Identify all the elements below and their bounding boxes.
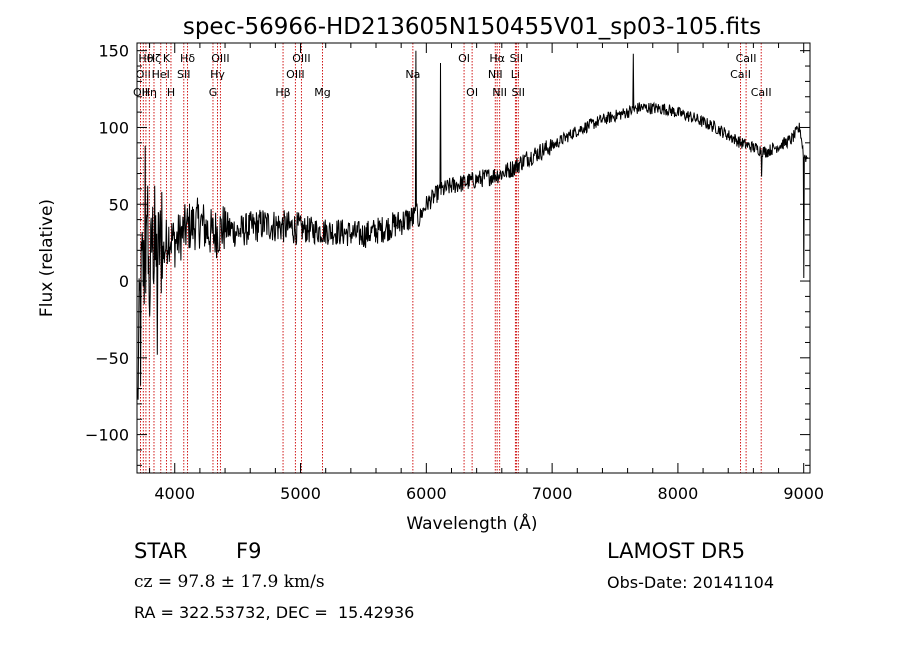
y-tick-label: 0 [119,272,129,291]
redshift-value: cz = 97.8 ± 17.9 km/s [134,572,325,592]
marker-label: G [209,86,218,99]
marker-label: Hα [489,52,505,65]
marker-label: Hγ [210,68,225,81]
marker-label: SII [512,86,525,99]
y-tick-label: 50 [109,195,129,214]
y-axis-label: Flux (relative) [37,199,57,317]
observation-date: Obs-Date: 20141104 [607,573,775,592]
y-tick-label: 100 [98,118,129,137]
marker-label: Hβ [275,86,290,99]
plot-frame [136,42,811,474]
x-tick-label: 7000 [532,484,573,503]
marker-label: OI [458,52,470,65]
survey-name: LAMOST DR5 [607,539,746,563]
marker-label: H [167,86,175,99]
line-markers: OIIOIIHθHηHζHeIKHHδSIIGHγOIIIHβOIIIOIIIM… [133,43,772,473]
x-tick-label: 5000 [280,484,321,503]
x-tick-label: 4000 [154,484,195,503]
marker-label: OIII [211,52,229,65]
y-tick-label: −50 [95,349,129,368]
marker-label: Hη [142,86,157,99]
x-tick-label: 6000 [406,484,447,503]
marker-label: OIII [286,68,304,81]
y-tick-label: −100 [85,426,129,445]
x-tick-label: 9000 [783,484,824,503]
x-axis-label: Wavelength (Å) [406,512,537,534]
x-tick-label: 8000 [658,484,699,503]
y-tick-label: 150 [98,42,129,61]
axes: 4000 5000 6000 7000 8000 9000 −100 −50 0 50 100 150 [85,42,824,503]
marker-label: CaII [730,68,751,81]
subclass: F9 [236,539,262,563]
marker-label: Li [511,68,520,81]
marker-label: Hθ [138,52,153,65]
marker-label: NII [492,86,507,99]
chart-title: spec-56966-HD213605N150455V01_sp03-105.f… [183,14,761,40]
marker-label: CaII [736,52,757,65]
marker-label: SII [510,52,523,65]
marker-label: Mg [314,86,330,99]
marker-label: K [163,52,171,65]
marker-label: NII [488,68,503,81]
marker-label: Hδ [180,52,195,65]
marker-label: SII [177,68,190,81]
spectrum-line-group [137,50,808,400]
marker-label: Hζ [147,52,161,65]
marker-label: Na [405,68,420,81]
marker-label: CaII [751,86,772,99]
marker-label: HeI [152,68,170,81]
marker-label: OI [466,86,478,99]
spectrum-line [137,50,808,400]
coordinates: RA = 322.53732, DEC = 15.42936 [134,603,415,622]
marker-label: OIII [292,52,310,65]
marker-label: OII [136,68,151,81]
object-class: STAR [134,539,188,563]
